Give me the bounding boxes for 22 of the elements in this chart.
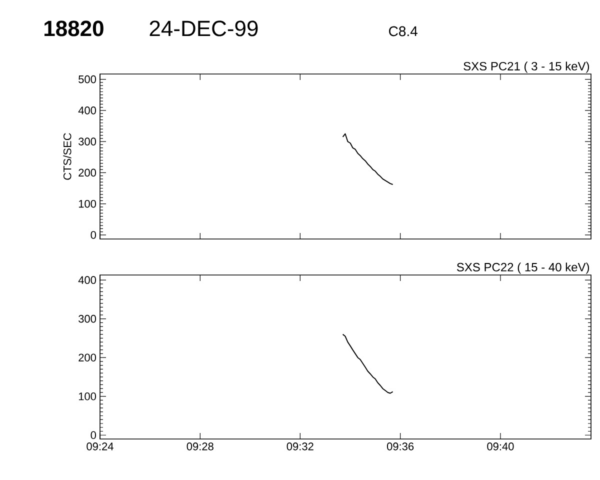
- y-tick-label: 100: [78, 200, 96, 208]
- x-tick-label: 09:36: [386, 442, 414, 450]
- y-tick-label: 300: [78, 138, 96, 146]
- y-tick-label: 0: [90, 231, 96, 239]
- x-tick-label: 09:32: [286, 442, 314, 450]
- chart-subtitle: 24-DEC-99: [150, 20, 258, 36]
- y-tick-label: 400: [78, 276, 96, 284]
- text: SXS PC22 ( 15 - 40 keV): [456, 262, 590, 274]
- y-tick-label: 300: [78, 314, 96, 323]
- x-tick-label: 09:24: [86, 442, 114, 450]
- text: C8.4: [389, 26, 418, 36]
- chart-title: 18820: [44, 20, 104, 36]
- y-tick-label: 100: [78, 392, 96, 400]
- y-axis-title: CTS/SEC: [63, 133, 72, 180]
- text: SXS PC21 ( 3 - 15 keV): [464, 62, 590, 73]
- y-tick-label: 500: [78, 75, 96, 84]
- y-tick-label: 400: [78, 106, 96, 114]
- y-tick-label: 200: [78, 168, 96, 177]
- x-tick-label: 09:28: [186, 442, 214, 450]
- y-tick-label: 200: [78, 354, 96, 362]
- x-tick-label: 09:40: [487, 442, 514, 450]
- y-tick-label: 0: [90, 431, 96, 440]
